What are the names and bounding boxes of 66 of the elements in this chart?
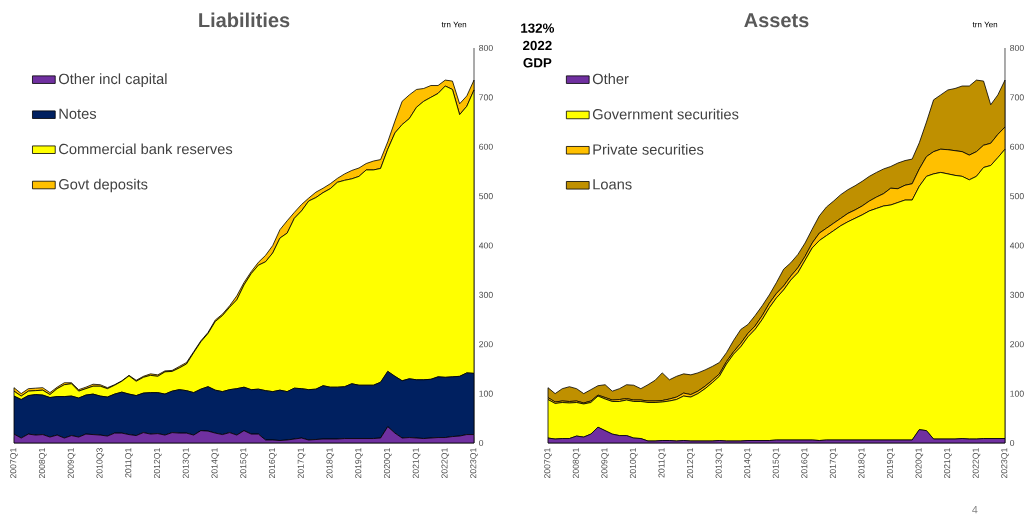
x-tick-label: 2014Q1 xyxy=(744,448,752,479)
y-tick-label: 700 xyxy=(1010,94,1024,101)
x-tick-label: 2015Q1 xyxy=(772,448,781,479)
y-tick-label: 700 xyxy=(479,94,493,101)
x-tick-label: 2016Q1 xyxy=(801,448,809,479)
y-axis-title: trn Yen xyxy=(441,21,467,28)
x-tick-label: 2016Q1 xyxy=(268,448,277,479)
legend-label: Govt deposits xyxy=(59,178,148,193)
x-tick-label: 2011Q1 xyxy=(125,448,133,478)
y-tick-label: 600 xyxy=(1010,143,1024,150)
x-tick-label: 2013Q1 xyxy=(182,448,191,479)
x-tick-label: 2017Q1 xyxy=(297,448,306,479)
x-tick-label: 2023Q1 xyxy=(470,448,478,479)
y-tick-label: 200 xyxy=(1010,341,1024,348)
y-tick-label: 500 xyxy=(1010,193,1024,200)
chart-title: Assets xyxy=(744,13,809,28)
x-tick-label: 2021Q1 xyxy=(944,448,952,479)
y-tick-label: 400 xyxy=(478,242,493,249)
y-axis-title: trn Yen xyxy=(972,21,998,28)
x-tick-label: 2019Q1 xyxy=(886,448,895,479)
legend-label: Loans xyxy=(593,179,632,190)
legend-label: Other incl capital xyxy=(58,73,167,88)
y-tick-label: 400 xyxy=(1009,242,1024,249)
x-tick-label: 2012Q1 xyxy=(686,448,695,479)
legend-label: Private securities xyxy=(593,144,704,155)
y-tick-label: 800 xyxy=(479,45,493,52)
x-tick-label: 2007Q1 xyxy=(544,448,552,479)
annotation: 132% 2022 GDP xyxy=(521,23,555,68)
x-tick-label: 2009Q1 xyxy=(601,448,609,479)
x-tick-label: 2015Q1 xyxy=(240,448,248,479)
legend-label: Other xyxy=(592,73,629,85)
x-tick-label: 2012Q1 xyxy=(153,448,162,479)
x-tick-label: 2008Q1 xyxy=(572,448,581,479)
x-tick-label: 2018Q1 xyxy=(326,448,335,479)
x-tick-label: 2021Q1 xyxy=(412,448,421,479)
x-tick-label: 2020Q1 xyxy=(383,448,392,479)
text: 4 xyxy=(972,506,978,514)
x-tick-label: 2019Q1 xyxy=(355,448,363,479)
x-tick-label: 2010Q3 xyxy=(96,448,105,479)
x-tick-label: 2020Q1 xyxy=(915,448,924,479)
x-tick-label: 2007Q1 xyxy=(10,448,18,479)
chart-title: Liabilities xyxy=(199,12,290,28)
y-tick-label: 100 xyxy=(1010,390,1024,397)
legend-label: Commercial bank reserves xyxy=(59,143,233,155)
x-tick-label: 2009Q1 xyxy=(67,448,76,479)
y-tick-label: 800 xyxy=(1010,45,1024,52)
y-tick-label: 200 xyxy=(479,341,493,348)
y-tick-label: 300 xyxy=(1010,291,1024,299)
legend-label: Notes xyxy=(59,108,97,119)
x-tick-label: 2018Q1 xyxy=(858,448,867,479)
legend-label: Government securities xyxy=(592,108,739,120)
x-tick-label: 2023Q1 xyxy=(1001,448,1009,479)
x-tick-label: 2022Q1 xyxy=(441,448,450,479)
y-tick-label: 0 xyxy=(1010,440,1015,447)
y-tick-label: 300 xyxy=(479,291,493,299)
x-tick-label: 2017Q1 xyxy=(829,448,838,479)
x-tick-label: 2022Q1 xyxy=(972,448,981,479)
x-tick-label: 2013Q1 xyxy=(715,448,724,479)
x-tick-label: 2008Q1 xyxy=(38,448,47,479)
y-tick-label: 500 xyxy=(479,193,493,200)
y-tick-label: 0 xyxy=(479,440,484,447)
x-tick-label: 2010Q1 xyxy=(629,448,638,479)
x-tick-label: 2011Q1 xyxy=(658,448,667,478)
x-tick-label: 2014Q1 xyxy=(211,448,220,479)
y-tick-label: 600 xyxy=(479,143,493,150)
y-tick-label: 100 xyxy=(479,390,493,397)
